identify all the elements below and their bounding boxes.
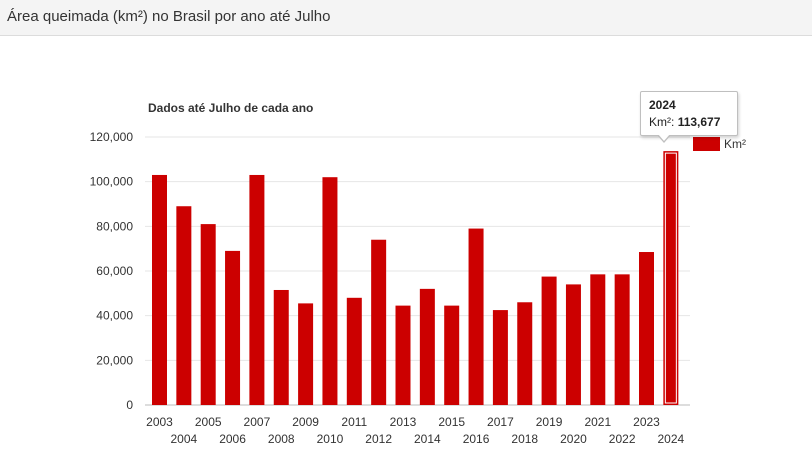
bar[interactable] xyxy=(152,174,167,405)
x-tick-label: 2018 xyxy=(511,432,538,446)
x-tick-label: 2006 xyxy=(219,432,246,446)
bar[interactable] xyxy=(468,228,484,405)
bar[interactable] xyxy=(663,151,679,405)
bar[interactable] xyxy=(346,297,362,405)
bar[interactable] xyxy=(541,276,557,405)
tooltip-year: 2024 xyxy=(649,98,676,112)
y-tick-label: 20,000 xyxy=(96,353,133,367)
tooltip-pointer-fill xyxy=(658,134,670,141)
x-tick-label: 2009 xyxy=(292,415,319,429)
x-tick-label: 2008 xyxy=(268,432,295,446)
bar-highlight-outline xyxy=(664,152,677,404)
bar-tooltip: 2024 Km²: 113,677 xyxy=(640,91,738,136)
bar[interactable] xyxy=(639,252,654,405)
bar[interactable] xyxy=(419,288,435,405)
page-title: Área queimada (km²) no Brasil por ano at… xyxy=(7,8,331,25)
y-tick-label: 40,000 xyxy=(96,309,133,323)
page-header: Área queimada (km²) no Brasil por ano at… xyxy=(0,0,812,36)
bar[interactable] xyxy=(298,303,314,405)
x-tick-label: 2019 xyxy=(536,415,563,429)
tooltip-label: Km²: xyxy=(649,115,675,129)
y-tick-label: 100,000 xyxy=(90,175,134,189)
bar[interactable] xyxy=(590,274,606,405)
chart-title: Dados até Julho de cada ano xyxy=(148,101,313,115)
y-tick-label: 60,000 xyxy=(96,264,133,278)
x-tick-label: 2015 xyxy=(438,415,465,429)
x-tick-label: 2010 xyxy=(317,432,344,446)
x-tick-label: 2013 xyxy=(390,415,417,429)
bar[interactable] xyxy=(614,274,630,405)
x-tick-label: 2017 xyxy=(487,415,514,429)
bar[interactable] xyxy=(225,250,241,405)
x-tick-label: 2023 xyxy=(633,415,660,429)
bar[interactable] xyxy=(200,224,216,405)
y-tick-label: 120,000 xyxy=(90,130,134,144)
x-tick-label: 2022 xyxy=(609,432,636,446)
x-tick-label: 2016 xyxy=(463,432,490,446)
tooltip-value: 113,677 xyxy=(677,115,721,129)
bar[interactable] xyxy=(395,305,411,405)
y-tick-label: 0 xyxy=(126,398,133,412)
y-tick-label: 80,000 xyxy=(96,219,133,233)
x-tick-label: 2004 xyxy=(170,432,197,446)
bar[interactable] xyxy=(273,289,289,405)
x-tick-label: 2012 xyxy=(365,432,392,446)
x-tick-label: 2007 xyxy=(244,415,271,429)
x-tick-label: 2021 xyxy=(584,415,611,429)
bar[interactable] xyxy=(517,302,533,405)
bar[interactable] xyxy=(492,310,508,405)
x-tick-label: 2014 xyxy=(414,432,441,446)
x-tick-label: 2011 xyxy=(341,415,367,429)
x-tick-label: 2024 xyxy=(657,432,684,446)
x-tick-label: 2020 xyxy=(560,432,587,446)
bar[interactable] xyxy=(371,239,387,405)
bar[interactable] xyxy=(322,177,338,405)
bar[interactable] xyxy=(565,284,581,405)
legend-swatch xyxy=(693,137,720,151)
bar[interactable] xyxy=(444,305,460,405)
x-tick-label: 2005 xyxy=(195,415,222,429)
x-tick-label: 2003 xyxy=(146,415,173,429)
bar[interactable] xyxy=(249,174,265,405)
bar[interactable] xyxy=(176,206,192,405)
legend-label: Km² xyxy=(724,137,746,151)
